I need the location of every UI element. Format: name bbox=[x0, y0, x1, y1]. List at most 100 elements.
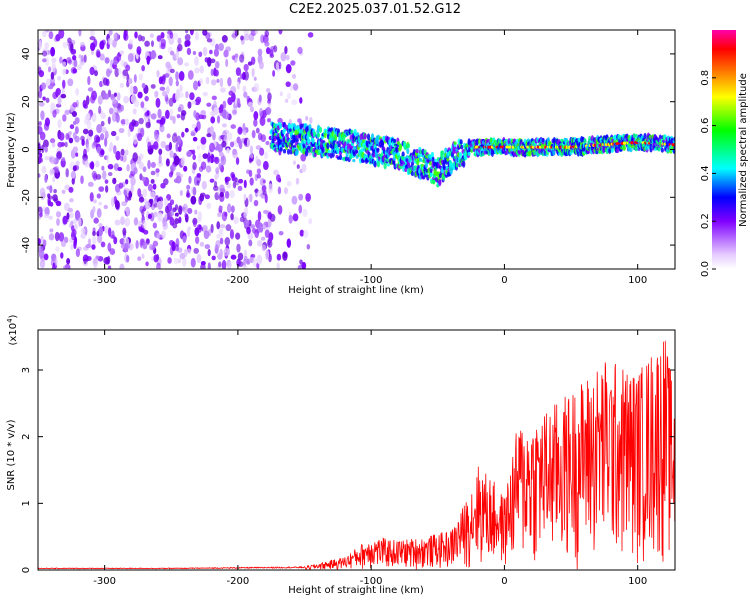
noise-mark bbox=[55, 34, 61, 42]
noise-mark bbox=[48, 215, 53, 220]
noise-mark bbox=[50, 76, 55, 86]
signal-peak-mark bbox=[672, 143, 675, 147]
noise-mark bbox=[259, 60, 264, 70]
noise-mark bbox=[239, 54, 245, 63]
noise-mark bbox=[69, 198, 74, 203]
noise-mark bbox=[222, 100, 227, 109]
noise-mark bbox=[145, 121, 151, 129]
noise-mark bbox=[71, 177, 75, 185]
noise-mark bbox=[132, 108, 137, 115]
noise-mark bbox=[262, 185, 267, 192]
signal-mark bbox=[453, 141, 457, 145]
noise-mark bbox=[209, 125, 214, 135]
noise-mark bbox=[235, 157, 240, 165]
noise-mark bbox=[229, 229, 234, 240]
noise-mark bbox=[155, 168, 160, 173]
noise-mark bbox=[108, 30, 113, 36]
noise-mark bbox=[112, 106, 119, 114]
noise-mark bbox=[38, 66, 42, 74]
noise-mark bbox=[121, 154, 127, 163]
signal-mark bbox=[486, 138, 491, 143]
noise-mark bbox=[91, 142, 96, 149]
noise-mark bbox=[200, 261, 206, 266]
noise-mark bbox=[192, 162, 197, 171]
signal-mark bbox=[376, 148, 380, 153]
signal-mark bbox=[434, 158, 438, 163]
noise-mark bbox=[165, 158, 170, 167]
noise-mark bbox=[145, 261, 149, 267]
noise-mark bbox=[161, 230, 166, 239]
noise-mark bbox=[179, 252, 186, 260]
noise-mark bbox=[265, 249, 270, 260]
noise-mark bbox=[147, 141, 152, 150]
noise-mark bbox=[201, 180, 207, 190]
signal-mark bbox=[406, 147, 410, 155]
noise-mark bbox=[257, 48, 263, 56]
noise-mark bbox=[277, 117, 283, 124]
noise-mark bbox=[263, 209, 269, 215]
noise-mark bbox=[187, 70, 194, 80]
noise-mark bbox=[225, 224, 232, 232]
noise-mark bbox=[189, 30, 194, 36]
noise-mark bbox=[238, 138, 242, 148]
noise-mark bbox=[243, 211, 247, 219]
noise-mark bbox=[104, 130, 109, 140]
colorbar-tick-label: 0.6 bbox=[700, 118, 711, 134]
noise-mark bbox=[260, 236, 266, 241]
noise-mark bbox=[218, 205, 223, 210]
noise-mark bbox=[249, 177, 254, 186]
noise-mark bbox=[118, 182, 124, 189]
spectrogram-x-tick-label: 0 bbox=[501, 275, 507, 286]
spectrogram-x-tick-label: -200 bbox=[227, 275, 250, 286]
noise-mark bbox=[45, 97, 50, 103]
noise-mark bbox=[257, 132, 263, 141]
noise-mark bbox=[165, 61, 171, 69]
noise-mark bbox=[188, 175, 192, 184]
noise-mark bbox=[119, 82, 125, 89]
noise-mark bbox=[141, 65, 145, 72]
noise-mark bbox=[133, 167, 138, 175]
noise-mark bbox=[177, 57, 184, 66]
noise-mark bbox=[153, 141, 159, 150]
noise-mark bbox=[118, 127, 125, 134]
noise-mark bbox=[111, 112, 116, 122]
noise-mark bbox=[227, 97, 233, 106]
noise-mark bbox=[239, 73, 244, 80]
noise-mark bbox=[55, 211, 62, 218]
noise-mark bbox=[192, 219, 197, 228]
noise-mark bbox=[110, 130, 117, 137]
noise-mark bbox=[165, 109, 170, 120]
noise-mark bbox=[190, 195, 197, 205]
noise-mark bbox=[186, 47, 192, 56]
signal-mark bbox=[282, 148, 287, 154]
noise-mark bbox=[169, 108, 174, 116]
noise-mark bbox=[159, 86, 166, 91]
noise-mark bbox=[179, 189, 183, 197]
noise-mark bbox=[221, 259, 227, 269]
noise-mark bbox=[226, 248, 230, 256]
noise-mark bbox=[220, 87, 226, 93]
signal-mark bbox=[458, 151, 463, 158]
noise-mark bbox=[142, 106, 148, 112]
noise-mark bbox=[286, 180, 292, 187]
noise-mark bbox=[219, 237, 224, 245]
noise-mark bbox=[243, 179, 247, 189]
noise-mark bbox=[107, 265, 112, 269]
signal-mark bbox=[428, 161, 433, 166]
noise-mark bbox=[123, 242, 129, 252]
noise-mark bbox=[237, 126, 243, 135]
signal-mark bbox=[629, 147, 633, 153]
noise-mark bbox=[297, 118, 302, 123]
noise-mark bbox=[196, 224, 203, 233]
noise-mark bbox=[213, 107, 220, 116]
signal-mark bbox=[410, 161, 415, 167]
noise-mark bbox=[224, 190, 230, 199]
noise-mark bbox=[119, 50, 125, 55]
noise-mark bbox=[173, 257, 179, 265]
noise-mark bbox=[147, 183, 153, 192]
noise-mark bbox=[107, 172, 113, 177]
noise-mark bbox=[198, 166, 204, 172]
noise-mark bbox=[116, 92, 121, 101]
snr-x-tick-label: -300 bbox=[93, 576, 116, 587]
noise-mark bbox=[72, 131, 77, 140]
